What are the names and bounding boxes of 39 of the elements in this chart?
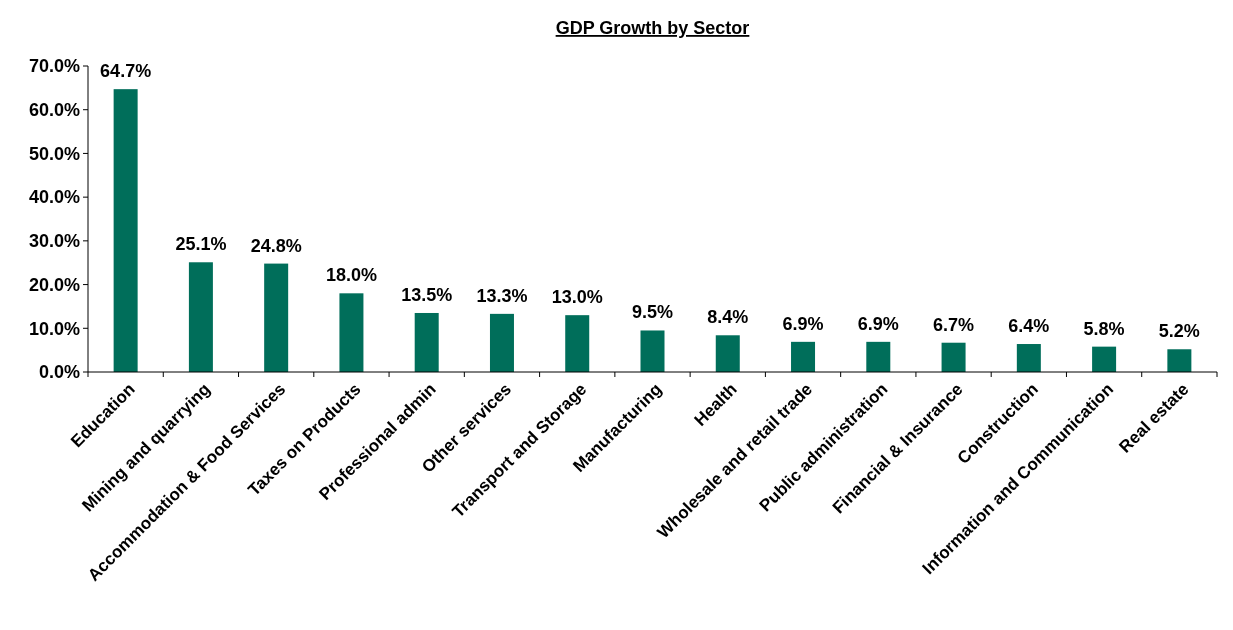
- bar: [640, 330, 665, 372]
- y-tick-label: 10.0%: [28, 318, 80, 339]
- y-tick-label: 0.0%: [38, 362, 80, 383]
- data-label: 18.0%: [325, 265, 377, 286]
- bar: [791, 341, 816, 372]
- y-tick-label: 20.0%: [28, 274, 80, 295]
- data-label: 6.9%: [857, 313, 899, 334]
- bar: [339, 293, 364, 372]
- data-label: 64.7%: [100, 61, 152, 82]
- y-tick-label: 60.0%: [28, 100, 80, 121]
- bar: [188, 262, 213, 372]
- bar: [113, 89, 138, 372]
- data-label: 8.4%: [707, 307, 749, 328]
- bar: [489, 313, 514, 372]
- y-tick-label: 30.0%: [28, 231, 80, 252]
- data-label: 6.4%: [1008, 316, 1050, 337]
- data-label: 25.1%: [175, 234, 227, 255]
- data-label: 6.7%: [933, 314, 975, 335]
- data-label: 5.8%: [1083, 318, 1125, 339]
- bar: [414, 312, 439, 372]
- bar: [941, 342, 966, 372]
- bar: [264, 263, 289, 372]
- data-label: 6.9%: [782, 313, 824, 334]
- data-label: 9.5%: [631, 302, 674, 323]
- data-label: 13.3%: [476, 285, 528, 306]
- y-tick-label: 70.0%: [28, 56, 80, 77]
- data-label: 13.5%: [401, 284, 453, 305]
- chart-title: GDP Growth by Sector: [555, 18, 750, 38]
- y-tick-label: 50.0%: [28, 143, 80, 164]
- bar: [1092, 346, 1117, 372]
- bar: [565, 315, 590, 372]
- bar: [866, 341, 891, 372]
- y-tick-label: 40.0%: [28, 187, 80, 208]
- data-label: 5.2%: [1158, 321, 1200, 342]
- bar: [1167, 349, 1192, 372]
- data-label: 13.0%: [551, 287, 603, 308]
- bar: [1016, 344, 1041, 372]
- data-label: 24.8%: [250, 235, 302, 256]
- bar: [715, 335, 740, 372]
